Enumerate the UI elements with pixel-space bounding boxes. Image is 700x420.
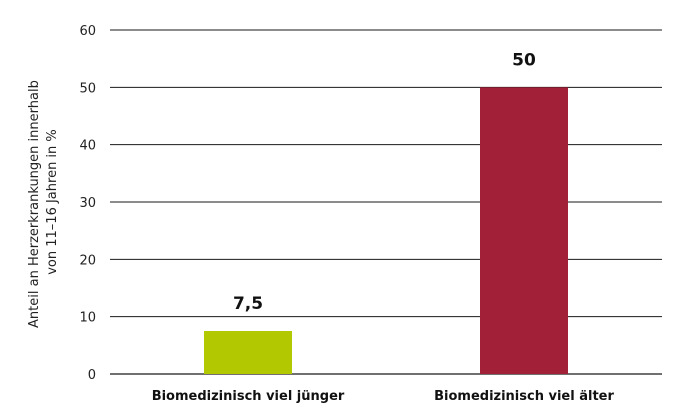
gridlines [110, 29, 662, 375]
y-tick-label: 30 [79, 196, 96, 211]
y-axis-ticks: 0 10 20 30 40 50 60 [79, 24, 96, 383]
bar [480, 87, 568, 374]
y-tick-label: 0 [88, 368, 96, 383]
y-tick-label: 60 [79, 24, 96, 39]
bar-value-label: 7,5 [233, 294, 263, 314]
y-tick-label: 40 [79, 139, 96, 154]
y-tick-label: 10 [79, 311, 96, 326]
bars [204, 87, 568, 374]
bar [204, 331, 292, 374]
category-label: Biomedizinisch viel älter [434, 389, 614, 404]
value-labels: 7,5 50 [233, 50, 536, 314]
y-tick-label: 50 [79, 81, 96, 96]
bar-value-label: 50 [512, 50, 536, 70]
y-tick-label: 20 [79, 253, 96, 268]
y-axis-title-line-2: von 11–16 Jahren in % [45, 129, 60, 275]
category-label: Biomedizinisch viel jünger [152, 389, 345, 404]
category-labels: Biomedizinisch viel jünger Biomedizinisch… [152, 389, 615, 404]
y-axis-title: Anteil an Herzerkrankungen innerhalb von… [27, 76, 60, 328]
y-axis-title-line-1: Anteil an Herzerkrankungen innerhalb [27, 80, 42, 328]
